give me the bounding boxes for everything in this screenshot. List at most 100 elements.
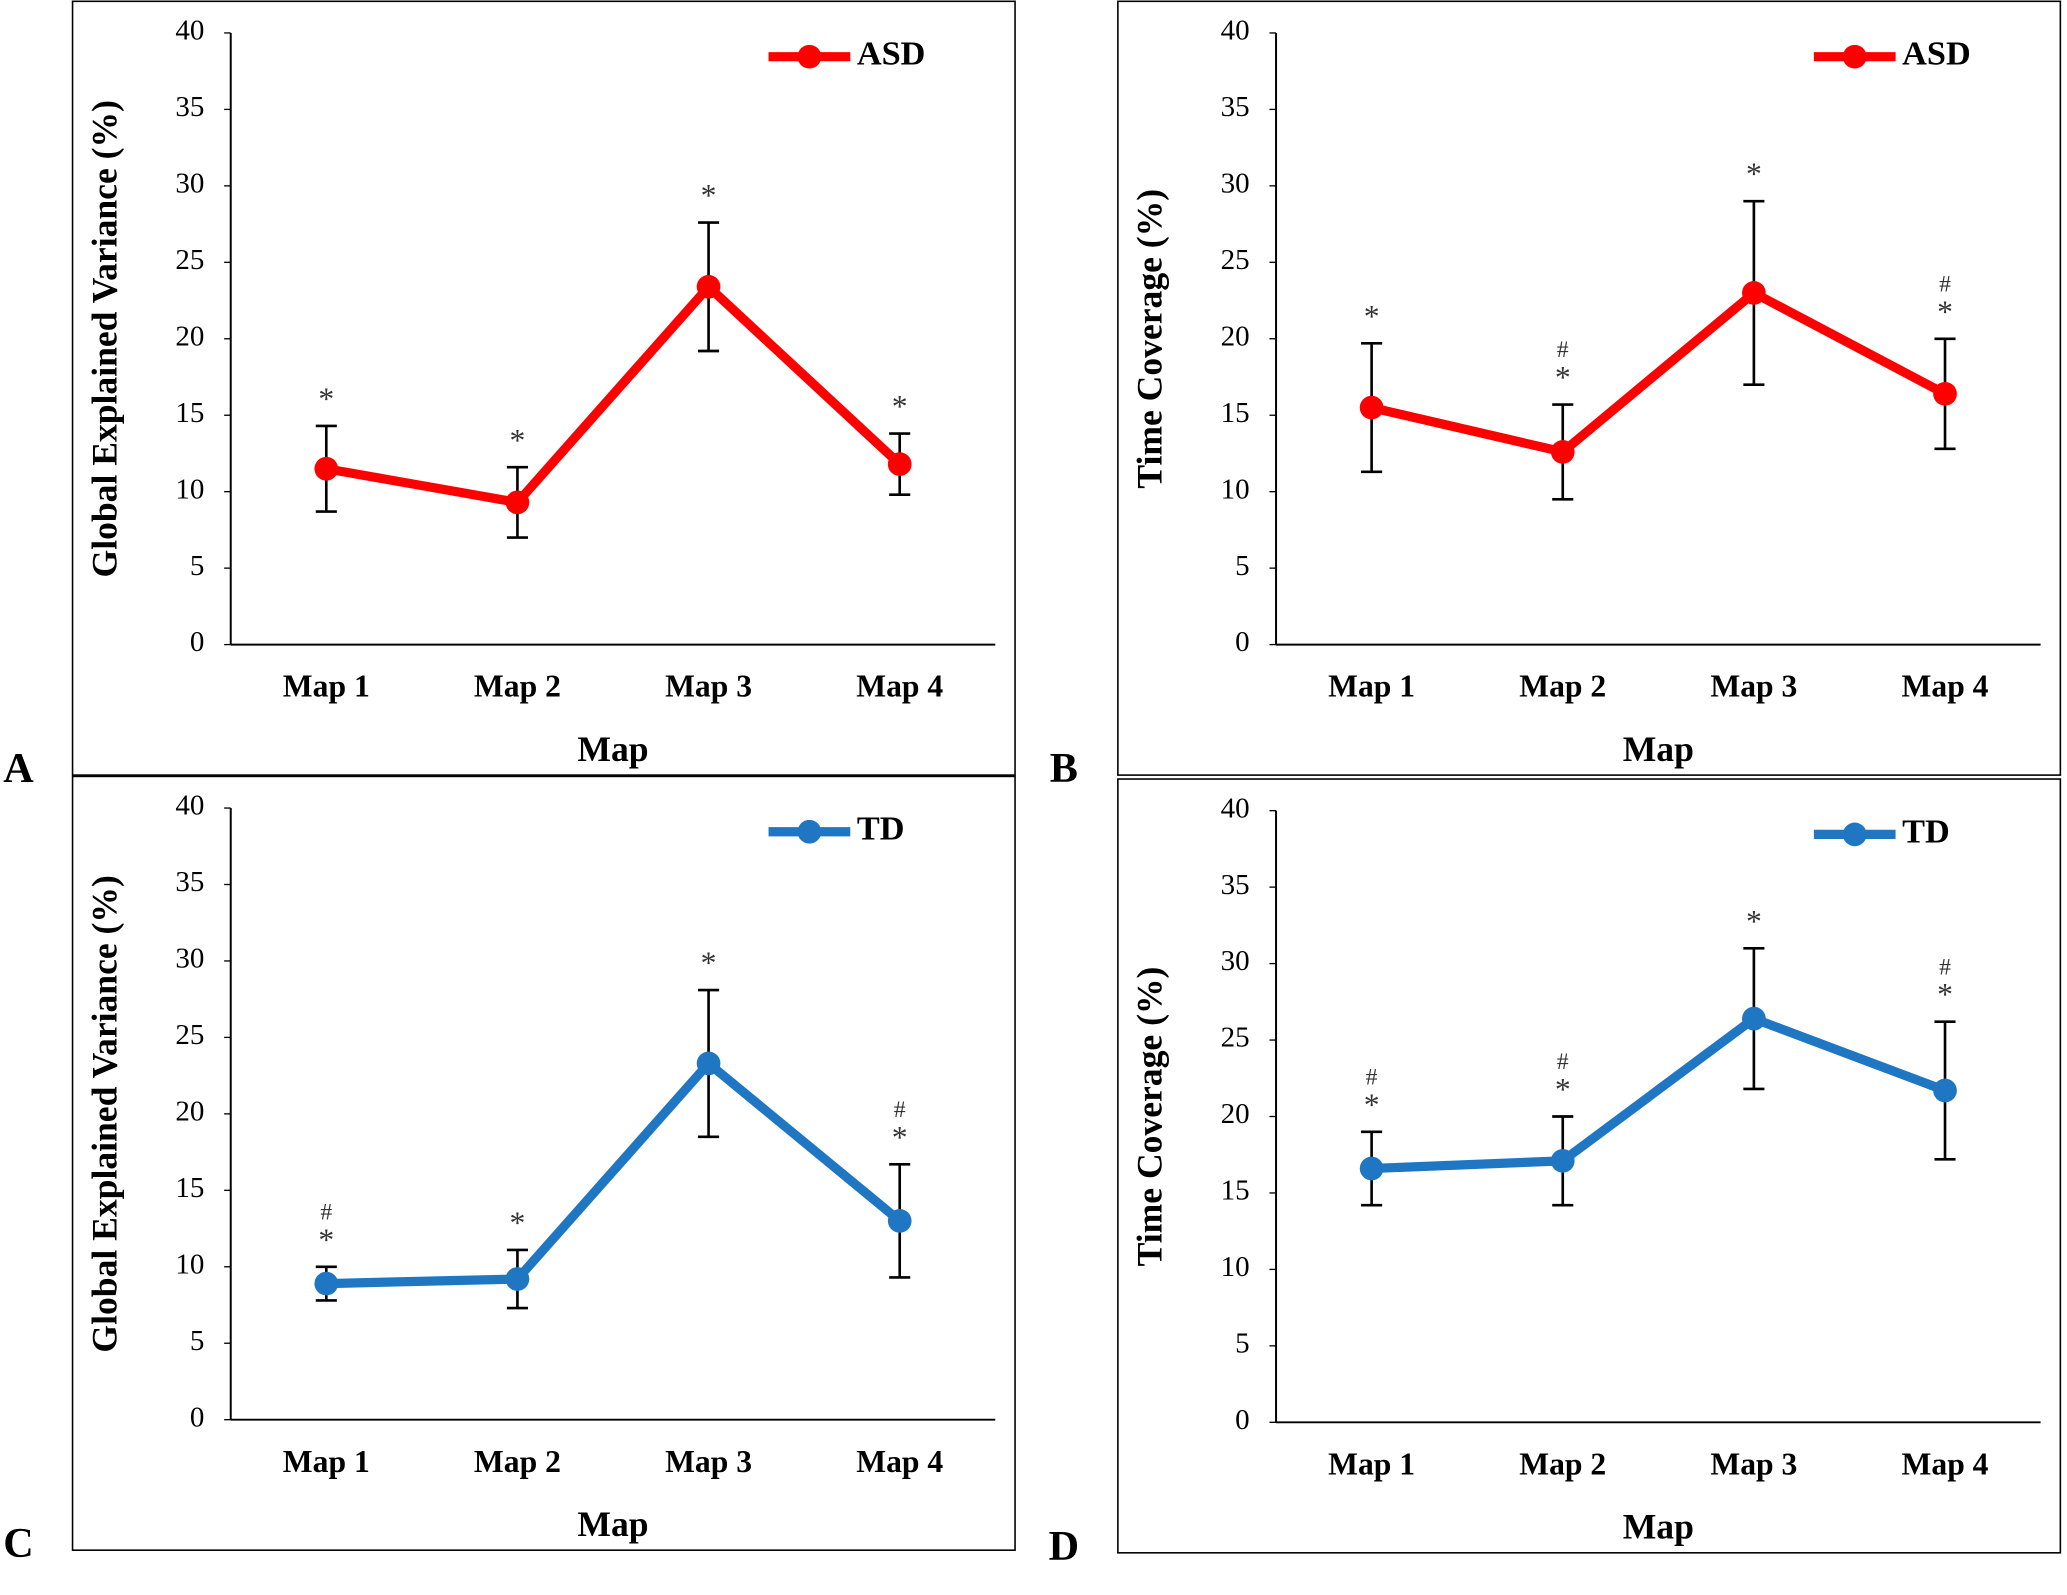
legend-label: TD	[857, 810, 905, 848]
annotation: *	[318, 1222, 334, 1257]
x-tick-label: Map 2	[474, 1444, 561, 1479]
y-tick-label: 5	[190, 1325, 205, 1357]
y-tick-label: 40	[175, 15, 204, 47]
x-tick-label: Map 4	[1902, 669, 1989, 704]
marker	[696, 1051, 721, 1076]
x-axis-label: Map	[577, 1504, 648, 1544]
y-tick-label: 35	[1221, 91, 1250, 123]
annotation: *	[1364, 1087, 1380, 1122]
annotation: #	[1557, 337, 1569, 363]
y-tick-label: 10	[1221, 473, 1250, 505]
y-tick-label: 25	[175, 244, 204, 276]
panel-frame	[1117, 778, 2062, 1554]
y-tick-label: 10	[175, 1248, 204, 1280]
legend-label: ASD	[1902, 35, 1971, 73]
y-tick-label: 0	[1235, 1404, 1250, 1436]
x-tick-label: Map 3	[665, 669, 752, 704]
legend-marker	[797, 819, 822, 844]
y-tick-label: 30	[175, 943, 204, 975]
x-tick-label: Map 1	[1328, 669, 1415, 704]
x-tick-label: Map 1	[283, 669, 370, 704]
annotation: *	[701, 946, 717, 981]
x-axis-label: Map	[1623, 1507, 1694, 1547]
annotation: *	[1937, 294, 1953, 329]
x-tick-label: Map 1	[283, 1444, 370, 1479]
panel-label: A	[3, 745, 34, 792]
y-tick-label: 30	[1221, 168, 1250, 200]
marker	[505, 490, 530, 515]
y-tick-label: 40	[1221, 792, 1250, 824]
x-axis-label: Map	[1623, 729, 1694, 769]
marker	[1359, 395, 1384, 420]
y-tick-label: 5	[1235, 550, 1250, 582]
annotation: #	[1366, 1065, 1378, 1091]
annotation: *	[510, 423, 526, 458]
y-tick-label: 20	[175, 320, 204, 352]
annotation: *	[1555, 360, 1571, 395]
y-axis-label: Global Explained Variance (%)	[84, 100, 124, 577]
y-tick-label: 25	[1221, 1022, 1250, 1054]
y-tick-label: 0	[1235, 626, 1250, 658]
annotation: *	[701, 178, 717, 213]
y-tick-label: 30	[175, 168, 204, 200]
x-tick-label: Map 2	[1519, 669, 1606, 704]
y-tick-label: 25	[175, 1019, 204, 1051]
y-tick-label: 0	[190, 626, 205, 658]
annotation: #	[1939, 954, 1951, 980]
marker	[887, 1209, 912, 1233]
y-tick-label: 10	[1221, 1251, 1250, 1283]
legend-marker	[797, 44, 822, 69]
panel-frame	[71, 775, 1016, 1551]
panel-label: D	[1049, 1523, 1079, 1570]
annotation: *	[1937, 977, 1953, 1012]
panel-frame	[71, 0, 1016, 776]
marker	[1550, 440, 1575, 464]
y-tick-label: 5	[1235, 1328, 1250, 1360]
y-tick-label: 10	[175, 473, 204, 505]
y-axis-label: Global Explained Variance (%)	[84, 875, 124, 1352]
line	[325, 282, 903, 507]
marker	[314, 1271, 339, 1296]
panel-label: C	[3, 1520, 33, 1567]
x-tick-label: Map 1	[1328, 1446, 1415, 1481]
x-tick-label: Map 3	[665, 1444, 752, 1479]
y-tick-label: 0	[190, 1401, 205, 1433]
line	[326, 1058, 903, 1289]
annotation: *	[318, 381, 334, 416]
y-tick-label: 20	[175, 1096, 204, 1128]
y-tick-label: 25	[1221, 244, 1250, 276]
legend-marker	[1842, 822, 1867, 847]
annotation: *	[1364, 299, 1380, 334]
panel-label: B	[1050, 745, 1078, 792]
marker	[1359, 1156, 1384, 1181]
y-tick-label: 35	[1221, 869, 1250, 901]
y-tick-label: 15	[1221, 397, 1250, 429]
x-tick-label: Map 2	[1519, 1446, 1606, 1481]
marker	[1933, 1078, 1957, 1103]
marker	[1742, 1006, 1766, 1031]
x-tick-label: Map 4	[856, 1444, 943, 1479]
legend-label: ASD	[857, 35, 926, 73]
y-tick-label: 30	[1221, 945, 1250, 977]
y-tick-label: 15	[175, 397, 204, 429]
annotation: *	[510, 1205, 526, 1240]
y-axis-label: Time Coverage (%)	[1130, 189, 1170, 489]
y-tick-label: 20	[1221, 320, 1250, 352]
marker	[887, 452, 912, 477]
line	[1370, 288, 1948, 457]
marker	[1550, 1148, 1575, 1173]
marker	[314, 456, 339, 481]
y-tick-label: 20	[1221, 1098, 1250, 1130]
marker	[505, 1267, 530, 1291]
legend-label: TD	[1902, 812, 1950, 850]
y-tick-label: 15	[175, 1172, 204, 1204]
x-tick-label: Map 3	[1710, 669, 1797, 704]
x-tick-label: Map 3	[1710, 1446, 1797, 1481]
y-tick-label: 40	[1221, 15, 1250, 47]
y-tick-label: 5	[190, 550, 205, 582]
annotation: *	[1555, 1072, 1571, 1107]
annotation: #	[894, 1097, 906, 1123]
x-tick-label: Map 4	[1902, 1446, 1989, 1481]
annotation: #	[1939, 271, 1951, 297]
